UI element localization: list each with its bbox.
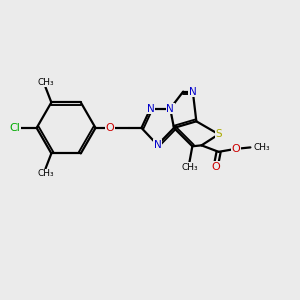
Text: CH₃: CH₃ xyxy=(37,169,54,178)
Text: CH₃: CH₃ xyxy=(181,163,198,172)
Text: N: N xyxy=(154,140,161,150)
Text: N: N xyxy=(146,103,154,114)
Text: O: O xyxy=(231,144,240,154)
Text: O: O xyxy=(211,162,220,172)
Text: Cl: Cl xyxy=(9,123,20,133)
Text: CH₃: CH₃ xyxy=(37,78,54,87)
Text: CH₃: CH₃ xyxy=(253,143,270,152)
Text: N: N xyxy=(189,87,197,97)
Text: S: S xyxy=(215,129,222,139)
Text: N: N xyxy=(166,103,174,114)
Text: O: O xyxy=(106,123,115,133)
